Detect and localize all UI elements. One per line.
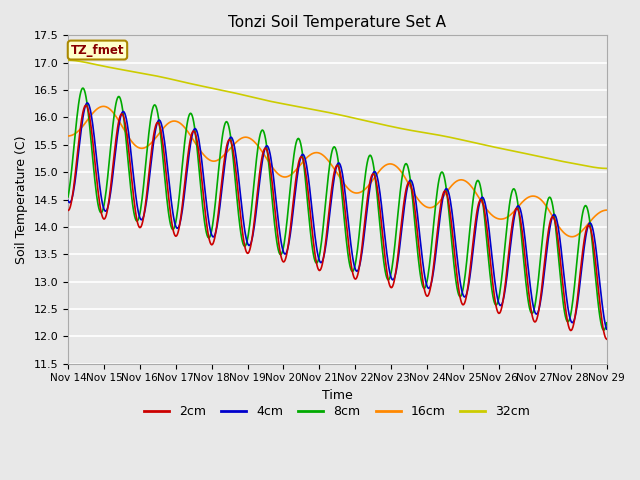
Y-axis label: Soil Temperature (C): Soil Temperature (C): [15, 135, 28, 264]
X-axis label: Time: Time: [322, 389, 353, 402]
Title: Tonzi Soil Temperature Set A: Tonzi Soil Temperature Set A: [228, 15, 446, 30]
Text: TZ_fmet: TZ_fmet: [71, 44, 124, 57]
Legend: 2cm, 4cm, 8cm, 16cm, 32cm: 2cm, 4cm, 8cm, 16cm, 32cm: [140, 400, 535, 423]
